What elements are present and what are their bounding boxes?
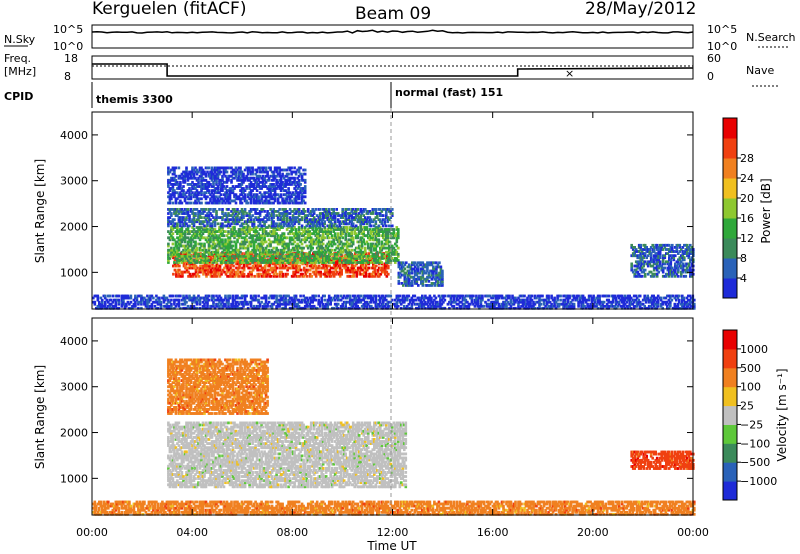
colorbar-tick: 24 [740, 172, 754, 185]
colorbar-swatch [723, 386, 737, 407]
scatter-region-3 [167, 166, 307, 205]
colorbar-tick: 500 [740, 362, 761, 375]
colorbar-tick: −500 [740, 456, 770, 469]
freq-tick-bot: 8 [64, 70, 71, 83]
scatter-region-1 [167, 226, 400, 264]
nsky-label: N.Sky [4, 33, 36, 46]
noise-tick-top-left: 10^5 [53, 23, 83, 36]
colorbar-tick: 20 [740, 192, 754, 205]
power-data-layer [92, 166, 696, 310]
colorbar-swatch [723, 348, 737, 369]
scatter-region-1 [167, 358, 269, 415]
xtick-label: 00:00 [677, 526, 709, 539]
scatter-region-5 [92, 294, 696, 310]
power-ylabel: Slant Range [km] [33, 159, 47, 263]
freq-panel: Freq. [MHz] 18 8 60 0 Nave × [4, 52, 780, 87]
velocity-colorbar-label: Velocity [m s⁻¹] [775, 368, 789, 461]
colorbar-tick: 25 [740, 400, 754, 413]
velocity-yticks: 1000 2000 3000 4000 [60, 335, 693, 485]
colorbar-swatch [723, 218, 737, 239]
noise-tick-bot-right: 10^0 [707, 40, 737, 53]
colorbar-tick: 28 [740, 152, 754, 165]
ytick-label: 4000 [60, 335, 88, 348]
xtick-label: 16:00 [477, 526, 509, 539]
colorbar-tick: −25 [740, 418, 763, 431]
power-colorbar-label: Power [dB] [759, 178, 773, 243]
nave-tick-top: 60 [707, 52, 721, 65]
colorbar-swatch [723, 238, 737, 259]
ytick-label: 2000 [60, 221, 88, 234]
xtick-label: 00:00 [76, 526, 108, 539]
scatter-region-2 [167, 208, 394, 228]
beam-title: Beam 09 [355, 4, 431, 24]
colorbar-swatch [723, 462, 737, 482]
colorbar-tick: −100 [740, 437, 770, 450]
noise-tick-top-right: 10^5 [707, 23, 737, 36]
cpid-segment-1: normal (fast) 151 [395, 86, 503, 99]
cpid-row: CPID themis 3300 normal (fast) 151 [4, 82, 503, 108]
station-title: Kerguelen (fitACF) [92, 0, 246, 19]
colorbar-tick: 8 [740, 252, 747, 265]
ytick-label: 3000 [60, 175, 88, 188]
cpid-label: CPID [4, 90, 33, 103]
ytick-label: 1000 [60, 266, 88, 279]
colorbar-swatch [723, 330, 737, 350]
colorbar-swatch [723, 405, 737, 425]
scatter-region-2 [92, 500, 696, 516]
velocity-colorbar: 1000 500 100 25 −25 −100 −500 −1000 [722, 329, 777, 501]
power-colorbar: 4 8 12 16 20 24 28 [722, 117, 754, 299]
colorbar-swatch [723, 367, 737, 388]
power-panel: 1000 2000 3000 4000 Slant Range [km] [33, 111, 696, 310]
colorbar-tick: 12 [740, 232, 754, 245]
nave-label: Nave [746, 64, 774, 77]
nave-tick-bot: 0 [707, 70, 714, 83]
colorbar-swatch [723, 278, 737, 299]
xtick-label: 08:00 [276, 526, 308, 539]
scatter-region-6 [630, 243, 695, 278]
xtick-label: 12:00 [377, 526, 409, 539]
colorbar-tick: 1000 [740, 343, 768, 356]
scatter-region-3 [630, 450, 695, 470]
colorbar-tick: 100 [740, 381, 761, 394]
colorbar-tick: 16 [740, 212, 754, 225]
freq-label-2: [MHz] [4, 65, 36, 78]
xtick-label: 20:00 [577, 526, 609, 539]
colorbar-swatch [723, 258, 737, 279]
nsearch-label: N.Search [746, 31, 796, 44]
colorbar-tick: 4 [740, 272, 747, 285]
colorbar-swatch [723, 443, 737, 463]
colorbar-swatch [723, 198, 737, 219]
colorbar-swatch [723, 138, 737, 159]
freq-label-1: Freq. [4, 52, 31, 65]
colorbar-swatch [723, 118, 737, 139]
ytick-label: 4000 [60, 129, 88, 142]
ytick-label: 1000 [60, 472, 88, 485]
colorbar-swatch [723, 481, 737, 501]
nave-marker: × [565, 67, 574, 80]
scatter-region-4 [397, 261, 444, 287]
colorbar-swatch [723, 178, 737, 199]
velocity-ylabel: Slant Range [km] [33, 365, 47, 469]
power-yticks: 1000 2000 3000 4000 [60, 129, 693, 279]
colorbar-swatch [723, 424, 737, 444]
scatter-region-0 [167, 421, 408, 489]
noise-tick-bot-left: 10^0 [53, 40, 83, 53]
time-xlabel: Time UT [366, 539, 417, 553]
colorbar-tick: −1000 [740, 475, 777, 488]
date-title: 28/May/2012 [585, 0, 697, 19]
time-xticks: 00:00 04:00 08:00 12:00 16:00 20:00 00:00 [76, 112, 709, 539]
ytick-label: 2000 [60, 427, 88, 440]
xtick-label: 04:00 [176, 526, 208, 539]
ytick-label: 3000 [60, 381, 88, 394]
colorbar-swatch [723, 158, 737, 179]
cpid-segment-0: themis 3300 [96, 93, 173, 106]
noise-panel: N.Sky N.Search 10^5 10^0 10^5 10^0 [4, 23, 796, 53]
velocity-data-layer [92, 358, 696, 516]
freq-tick-top: 18 [64, 52, 78, 65]
